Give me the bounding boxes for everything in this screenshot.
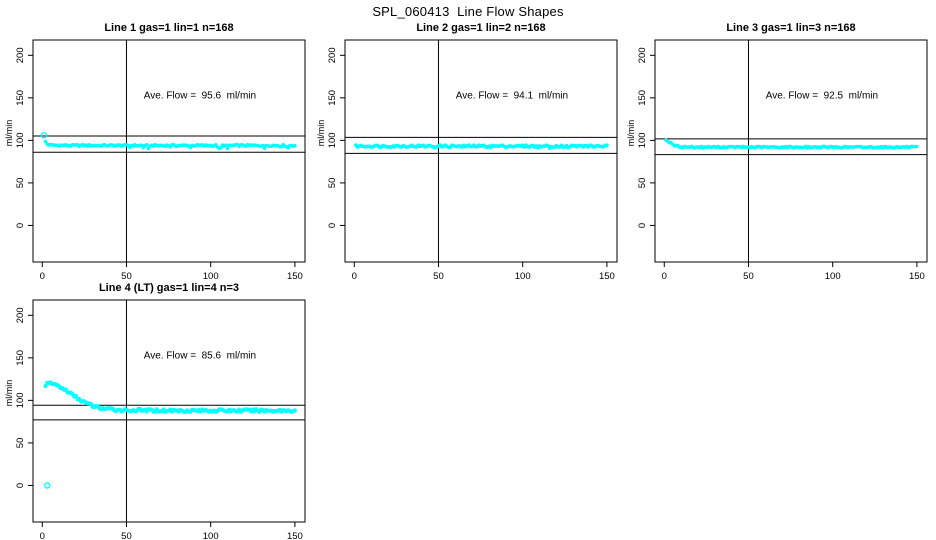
x-tick-label: 150 bbox=[599, 271, 615, 282]
y-axis-label-line-1: ml/min bbox=[4, 119, 14, 147]
y-tick-label: 0 bbox=[15, 223, 26, 228]
y-tick-label: 50 bbox=[15, 438, 26, 449]
panel-title-line-4: Line 4 (LT) gas=1 lin=4 n=3 bbox=[98, 282, 240, 294]
data-point bbox=[915, 144, 919, 149]
y-tick-label: 150 bbox=[15, 350, 26, 366]
data-point bbox=[218, 146, 223, 150]
y-tick-label: 50 bbox=[15, 178, 26, 189]
data-point bbox=[225, 146, 230, 151]
y-tick-label: 50 bbox=[637, 178, 648, 189]
x-tick-label: 0 bbox=[662, 271, 667, 282]
x-tick-label: 100 bbox=[825, 271, 841, 282]
x-tick-label: 100 bbox=[203, 531, 219, 540]
x-tick-label: 100 bbox=[203, 271, 219, 282]
ave-flow-annotation-line-2: Ave. Flow = 94.1 ml/min bbox=[455, 90, 569, 102]
x-tick-label: 150 bbox=[287, 271, 303, 282]
x-tick-label: 0 bbox=[40, 531, 45, 540]
y-axis-label-line-4: ml/min bbox=[4, 379, 14, 407]
y-tick-label: 0 bbox=[15, 483, 26, 488]
panel-title-line-3: Line 3 gas=1 lin=3 n=168 bbox=[726, 22, 856, 34]
chart-title: SPL_060413 Line Flow Shapes bbox=[372, 4, 564, 19]
y-tick-label: 200 bbox=[15, 47, 26, 63]
data-point bbox=[262, 146, 267, 151]
y-tick-label: 50 bbox=[327, 178, 338, 189]
x-tick-label: 50 bbox=[743, 271, 754, 282]
x-tick-label: 150 bbox=[287, 531, 303, 540]
ave-flow-annotation-line-1: Ave. Flow = 95.6 ml/min bbox=[143, 90, 257, 102]
x-tick-label: 50 bbox=[121, 531, 132, 540]
panel-title-line-2: Line 2 gas=1 lin=2 n=168 bbox=[416, 22, 546, 34]
data-point bbox=[144, 142, 149, 147]
data-point bbox=[604, 143, 609, 148]
data-point bbox=[73, 393, 79, 399]
y-tick-label: 0 bbox=[327, 223, 338, 228]
data-point bbox=[292, 408, 297, 413]
x-tick-label: 0 bbox=[40, 271, 45, 282]
y-tick-label: 150 bbox=[327, 90, 338, 106]
data-point bbox=[293, 143, 297, 148]
x-tick-label: 0 bbox=[352, 271, 357, 282]
ave-flow-annotation-line-3: Ave. Flow = 92.5 ml/min bbox=[765, 90, 879, 102]
y-tick-label: 100 bbox=[637, 132, 648, 148]
x-tick-label: 50 bbox=[433, 271, 444, 282]
y-tick-label: 0 bbox=[637, 223, 648, 228]
data-point bbox=[43, 383, 48, 389]
plot-box bbox=[32, 39, 306, 263]
ave-flow-annotation-line-4: Ave. Flow = 85.6 ml/min bbox=[143, 350, 257, 362]
plot-box bbox=[344, 39, 618, 263]
data-point bbox=[224, 143, 228, 147]
y-tick-label: 150 bbox=[637, 90, 648, 106]
y-tick-label: 200 bbox=[327, 47, 338, 63]
y-axis-label-line-2: ml/min bbox=[316, 119, 326, 147]
y-tick-label: 100 bbox=[327, 132, 338, 148]
y-tick-label: 200 bbox=[15, 307, 26, 323]
x-tick-label: 150 bbox=[909, 271, 925, 282]
panel-title-line-1: Line 1 gas=1 lin=1 n=168 bbox=[104, 22, 234, 34]
y-tick-label: 100 bbox=[15, 132, 26, 148]
data-point bbox=[261, 143, 265, 148]
y-tick-label: 150 bbox=[15, 90, 26, 106]
plot-box bbox=[32, 299, 306, 523]
data-point-open bbox=[40, 131, 48, 139]
data-point-open bbox=[44, 482, 51, 489]
x-tick-label: 100 bbox=[515, 271, 531, 282]
plot-box bbox=[654, 39, 928, 263]
y-tick-label: 200 bbox=[637, 47, 648, 63]
data-point bbox=[43, 139, 48, 144]
y-axis-label-line-3: ml/min bbox=[626, 119, 636, 147]
x-tick-label: 50 bbox=[121, 271, 132, 282]
y-tick-label: 100 bbox=[15, 392, 26, 408]
